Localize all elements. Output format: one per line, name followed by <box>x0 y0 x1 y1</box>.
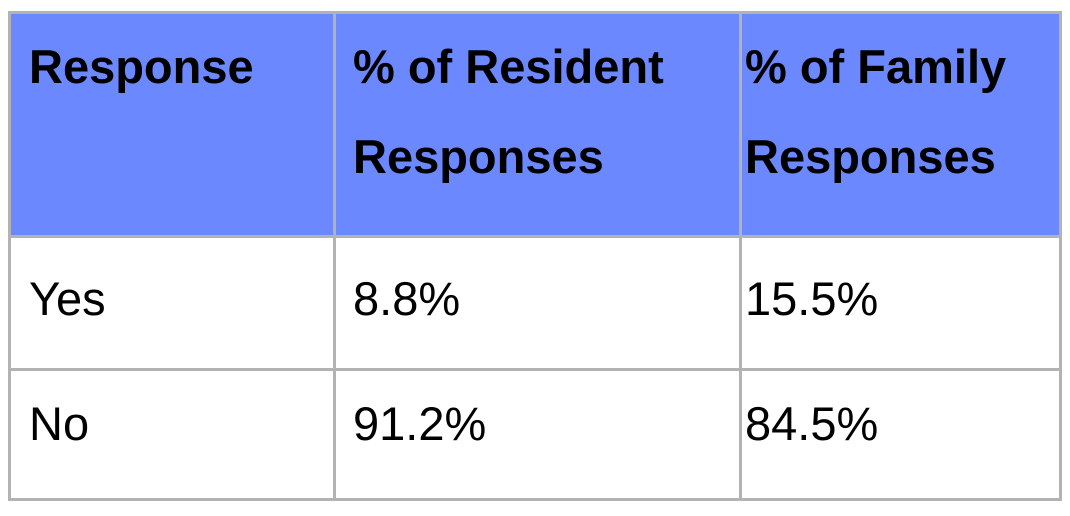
table-row: No 91.2% 84.5% <box>8 368 1062 501</box>
header-response: Response <box>8 11 336 238</box>
cell-resident-percent: 8.8% <box>333 235 742 371</box>
table-header-row: Response % of Resident Responses % of Fa… <box>8 11 1062 238</box>
cell-resident-percent: 91.2% <box>333 368 742 501</box>
cell-family-percent: 15.5% <box>739 235 1062 371</box>
cell-resident-percent-value: 91.2% <box>353 397 487 450</box>
response-table-container: Response % of Resident Responses % of Fa… <box>8 11 1062 501</box>
cell-response-value: No <box>29 397 90 450</box>
cell-response: Yes <box>8 235 336 371</box>
response-table: Response % of Resident Responses % of Fa… <box>8 11 1062 501</box>
cell-response-value: Yes <box>29 272 106 325</box>
table-row: Yes 8.8% 15.5% <box>8 235 1062 371</box>
cell-family-percent-value: 84.5% <box>745 397 879 450</box>
header-resident-responses-label: % of Resident Responses <box>353 40 664 183</box>
cell-resident-percent-value: 8.8% <box>353 272 461 325</box>
header-family-responses: % of Family Responses <box>739 11 1062 238</box>
cell-response: No <box>8 368 336 501</box>
header-resident-responses: % of Resident Responses <box>333 11 742 238</box>
header-family-responses-label: % of Family Responses <box>745 40 1007 183</box>
header-response-label: Response <box>29 40 254 93</box>
cell-family-percent: 84.5% <box>739 368 1062 501</box>
cell-family-percent-value: 15.5% <box>745 272 879 325</box>
